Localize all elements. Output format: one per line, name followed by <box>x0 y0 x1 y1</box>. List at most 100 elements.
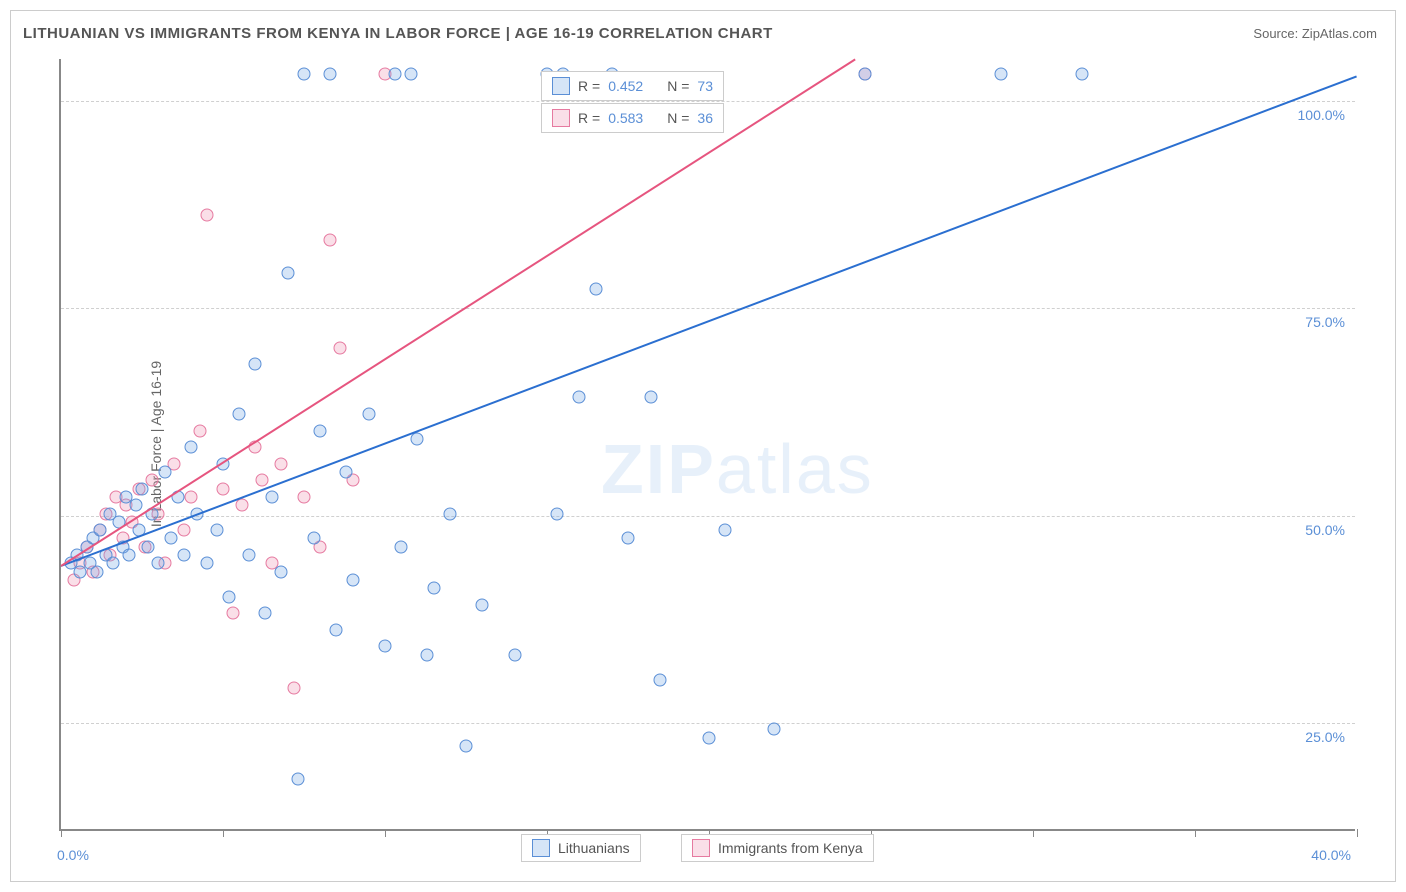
scatter-point <box>298 490 311 503</box>
scatter-point <box>858 67 871 80</box>
scatter-point <box>281 266 294 279</box>
r-label: R = <box>578 110 600 126</box>
grid-line <box>61 516 1355 517</box>
legend-label: Lithuanians <box>558 840 630 856</box>
x-tick-label: 40.0% <box>1311 847 1351 863</box>
scatter-point <box>165 532 178 545</box>
r-value: 0.583 <box>608 110 643 126</box>
scatter-point <box>93 524 106 537</box>
legend-swatch <box>532 839 550 857</box>
legend-swatch <box>552 109 570 127</box>
n-value: 73 <box>697 78 713 94</box>
scatter-point <box>184 490 197 503</box>
r-label: R = <box>578 78 600 94</box>
x-tick <box>1195 829 1196 837</box>
scatter-point <box>223 590 236 603</box>
scatter-point <box>1075 67 1088 80</box>
scatter-point <box>298 67 311 80</box>
scatter-point <box>460 740 473 753</box>
scatter-point <box>275 565 288 578</box>
scatter-point <box>411 432 424 445</box>
scatter-point <box>249 358 262 371</box>
scatter-point <box>340 466 353 479</box>
scatter-point <box>242 549 255 562</box>
stats-box: R = 0.583 N = 36 <box>541 103 724 133</box>
x-tick <box>1033 829 1034 837</box>
scatter-point <box>323 233 336 246</box>
scatter-point <box>200 557 213 570</box>
watermark-zip: ZIP <box>601 430 716 508</box>
scatter-point <box>129 499 142 512</box>
watermark: ZIPatlas <box>601 429 874 509</box>
scatter-point <box>330 623 343 636</box>
y-tick-label: 50.0% <box>1305 522 1345 538</box>
scatter-point <box>291 773 304 786</box>
chart-container: LITHUANIAN VS IMMIGRANTS FROM KENYA IN L… <box>10 10 1396 882</box>
source-label: Source: <box>1253 26 1298 41</box>
scatter-point <box>644 391 657 404</box>
scatter-point <box>152 557 165 570</box>
scatter-point <box>589 283 602 296</box>
r-value: 0.452 <box>608 78 643 94</box>
stats-box: R = 0.452 N = 73 <box>541 71 724 101</box>
source-attribution: Source: ZipAtlas.com <box>1253 26 1377 41</box>
y-tick-label: 75.0% <box>1305 314 1345 330</box>
scatter-point <box>226 607 239 620</box>
n-label: N = <box>667 78 689 94</box>
scatter-point <box>307 532 320 545</box>
scatter-point <box>622 532 635 545</box>
scatter-point <box>236 499 249 512</box>
legend-item: Immigrants from Kenya <box>681 834 874 862</box>
scatter-point <box>178 524 191 537</box>
scatter-point <box>314 424 327 437</box>
n-label: N = <box>667 110 689 126</box>
x-tick <box>1357 829 1358 837</box>
scatter-point <box>123 549 136 562</box>
scatter-point <box>404 67 417 80</box>
scatter-point <box>476 598 489 611</box>
n-value: 36 <box>697 110 713 126</box>
x-tick <box>223 829 224 837</box>
scatter-point <box>333 341 346 354</box>
scatter-point <box>265 490 278 503</box>
scatter-point <box>217 482 230 495</box>
scatter-point <box>210 524 223 537</box>
legend-item: Lithuanians <box>521 834 641 862</box>
scatter-point <box>427 582 440 595</box>
x-tick <box>385 829 386 837</box>
scatter-point <box>106 557 119 570</box>
x-tick <box>61 829 62 837</box>
plot-area: In Labor Force | Age 16-19 ZIPatlas 25.0… <box>59 59 1355 831</box>
grid-line <box>61 308 1355 309</box>
grid-line <box>61 723 1355 724</box>
scatter-point <box>323 67 336 80</box>
scatter-point <box>443 507 456 520</box>
scatter-point <box>142 540 155 553</box>
scatter-point <box>178 549 191 562</box>
scatter-point <box>767 723 780 736</box>
y-tick-label: 100.0% <box>1298 107 1345 123</box>
watermark-atlas: atlas <box>716 430 874 508</box>
scatter-point <box>275 457 288 470</box>
scatter-point <box>194 424 207 437</box>
scatter-point <box>719 524 732 537</box>
scatter-point <box>573 391 586 404</box>
scatter-point <box>255 474 268 487</box>
legend-swatch <box>692 839 710 857</box>
scatter-point <box>346 573 359 586</box>
y-tick-label: 25.0% <box>1305 729 1345 745</box>
scatter-point <box>508 648 521 661</box>
scatter-point <box>362 407 375 420</box>
scatter-point <box>994 67 1007 80</box>
scatter-point <box>703 731 716 744</box>
scatter-point <box>654 673 667 686</box>
legend-label: Immigrants from Kenya <box>718 840 863 856</box>
source-link[interactable]: ZipAtlas.com <box>1302 26 1377 41</box>
chart-title: LITHUANIAN VS IMMIGRANTS FROM KENYA IN L… <box>23 25 773 42</box>
scatter-point <box>158 466 171 479</box>
trend-line <box>61 76 1358 568</box>
scatter-point <box>288 681 301 694</box>
scatter-point <box>90 565 103 578</box>
scatter-point <box>200 208 213 221</box>
scatter-point <box>421 648 434 661</box>
